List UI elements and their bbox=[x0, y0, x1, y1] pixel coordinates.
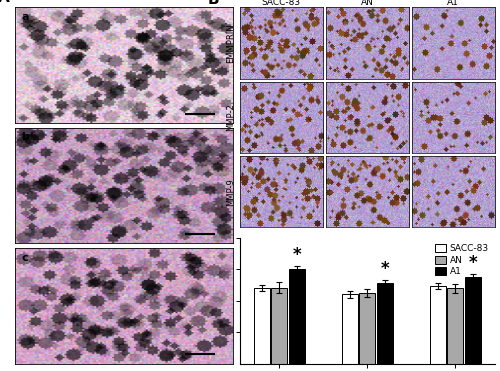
Bar bbox=[377, 283, 393, 364]
Bar bbox=[465, 277, 481, 364]
Title: SACC-83: SACC-83 bbox=[262, 0, 301, 7]
Bar bbox=[289, 269, 305, 364]
Text: b: b bbox=[22, 132, 30, 142]
Legend: SACC-83, AN, A1: SACC-83, AN, A1 bbox=[434, 242, 490, 278]
Bar bbox=[359, 293, 376, 364]
Bar bbox=[254, 288, 270, 364]
Text: C: C bbox=[199, 228, 210, 243]
Bar bbox=[342, 295, 358, 364]
Text: *: * bbox=[292, 246, 301, 264]
Title: A1: A1 bbox=[448, 0, 459, 7]
Title: AN: AN bbox=[361, 0, 374, 7]
Text: c: c bbox=[22, 253, 28, 263]
Y-axis label: Gray scale: Gray scale bbox=[196, 273, 206, 328]
Bar bbox=[430, 286, 446, 364]
Y-axis label: EMMPRIN: EMMPRIN bbox=[226, 23, 235, 63]
Text: *: * bbox=[468, 254, 477, 272]
Bar bbox=[448, 288, 464, 364]
Text: *: * bbox=[380, 260, 389, 278]
Y-axis label: MMP-2: MMP-2 bbox=[226, 104, 235, 131]
Y-axis label: MMP-9: MMP-9 bbox=[226, 178, 235, 206]
Text: a: a bbox=[22, 12, 29, 22]
Text: A: A bbox=[0, 0, 10, 5]
Bar bbox=[271, 288, 287, 364]
Text: B: B bbox=[208, 0, 220, 7]
